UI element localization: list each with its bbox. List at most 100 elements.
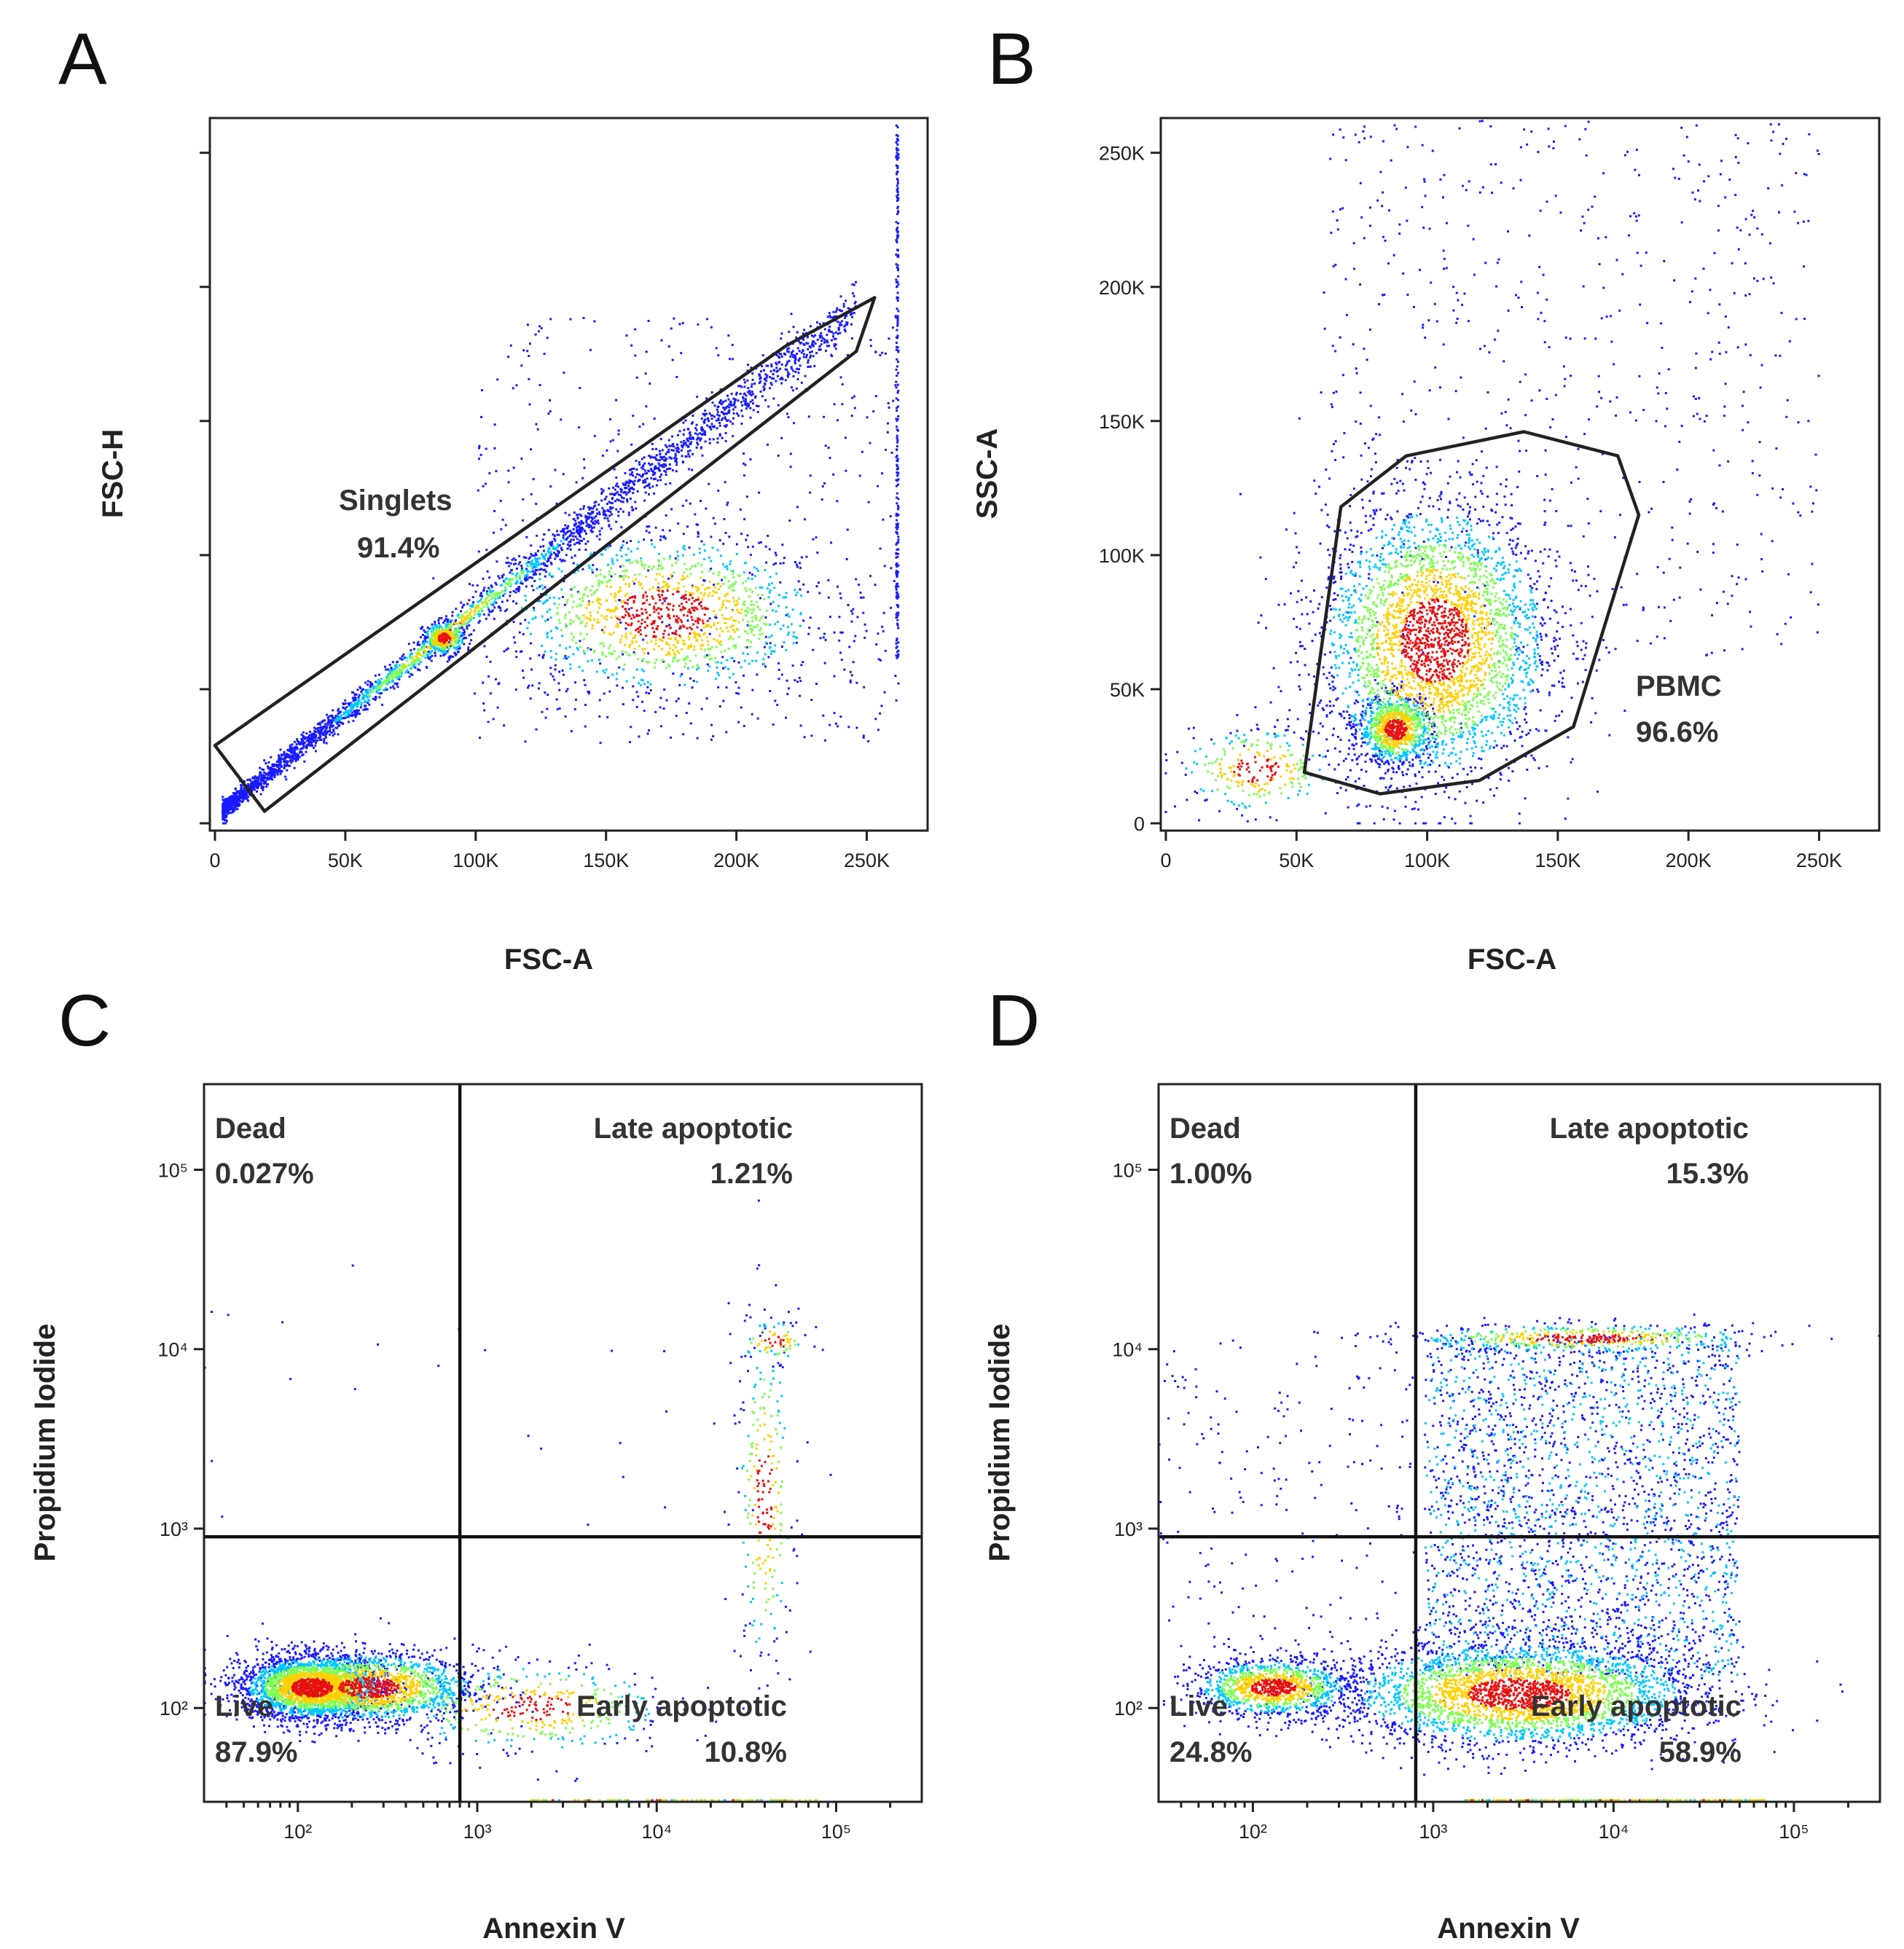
event-point — [469, 617, 471, 620]
event-point — [896, 645, 898, 648]
event-point — [412, 641, 415, 644]
event-point — [587, 692, 590, 695]
event-point — [436, 631, 439, 633]
event-point — [895, 556, 898, 559]
event-point — [692, 415, 694, 417]
event-point — [739, 385, 742, 388]
event-point — [697, 323, 700, 326]
event-point — [231, 804, 234, 807]
event-point — [693, 648, 696, 651]
event-point — [442, 651, 444, 654]
event-point — [703, 648, 706, 651]
event-point — [592, 511, 595, 513]
event-point — [507, 469, 510, 472]
event-point — [703, 420, 706, 423]
event-point — [628, 646, 631, 648]
event-point — [243, 791, 246, 793]
event-point — [687, 452, 690, 455]
event-point — [326, 716, 329, 719]
event-point — [616, 617, 619, 620]
event-point — [283, 766, 286, 769]
event-point — [659, 455, 662, 458]
event-point — [796, 353, 799, 356]
event-point — [829, 616, 831, 619]
event-point — [227, 811, 230, 814]
event-point — [453, 638, 455, 640]
event-point — [563, 538, 566, 541]
event-point — [681, 643, 684, 646]
event-point — [517, 576, 520, 579]
event-point — [764, 382, 767, 385]
event-point — [418, 669, 421, 672]
event-point — [636, 490, 639, 493]
event-point — [362, 688, 364, 691]
event-point — [649, 463, 652, 466]
event-point — [779, 581, 782, 584]
event-point — [619, 587, 622, 589]
event-point — [747, 620, 750, 623]
event-point — [403, 657, 406, 660]
event-point — [391, 670, 393, 672]
event-point — [461, 627, 463, 630]
event-point — [587, 601, 590, 604]
event-point — [329, 729, 332, 732]
event-point — [679, 675, 682, 678]
event-point — [511, 558, 514, 561]
event-point — [528, 621, 530, 624]
event-point — [823, 415, 826, 418]
event-point — [811, 334, 813, 337]
event-point — [419, 661, 422, 664]
event-point — [770, 635, 773, 637]
event-point — [536, 534, 538, 537]
event-point — [622, 570, 624, 573]
event-point — [708, 570, 711, 573]
event-point — [350, 704, 353, 707]
event-point — [732, 672, 734, 675]
event-point — [263, 774, 266, 777]
event-point — [293, 757, 296, 760]
event-point — [762, 369, 765, 372]
event-point — [632, 467, 635, 470]
event-point — [533, 609, 536, 612]
event-point — [583, 458, 585, 460]
event-point — [618, 655, 621, 658]
event-point — [734, 630, 737, 633]
event-point — [540, 568, 543, 570]
event-point — [778, 594, 780, 596]
event-point — [515, 588, 518, 591]
event-point — [360, 691, 363, 693]
event-point — [451, 611, 454, 613]
event-point — [591, 600, 594, 603]
event-point — [395, 670, 398, 672]
event-point — [583, 530, 586, 532]
event-point — [470, 610, 473, 613]
event-point — [815, 585, 818, 588]
event-point — [580, 514, 583, 517]
event-point — [553, 538, 556, 541]
event-point — [381, 682, 384, 685]
event-point — [580, 604, 583, 607]
event-point — [489, 594, 492, 597]
event-point — [602, 513, 605, 516]
event-point — [732, 619, 735, 622]
event-point — [749, 392, 752, 395]
event-point — [414, 666, 417, 669]
event-point — [634, 476, 637, 479]
event-point — [290, 758, 293, 761]
event-point — [732, 645, 735, 648]
event-point — [440, 641, 443, 644]
event-point — [633, 636, 636, 639]
event-point — [749, 640, 752, 643]
event-point — [650, 469, 653, 472]
event-point — [828, 329, 831, 332]
event-point — [325, 736, 327, 739]
event-point — [749, 554, 752, 557]
event-point — [770, 365, 773, 368]
event-point — [897, 350, 900, 353]
event-point — [317, 737, 320, 740]
event-point — [402, 664, 405, 667]
event-point — [892, 399, 895, 402]
event-point — [659, 638, 662, 641]
event-point — [609, 418, 611, 420]
event-point — [290, 761, 293, 764]
